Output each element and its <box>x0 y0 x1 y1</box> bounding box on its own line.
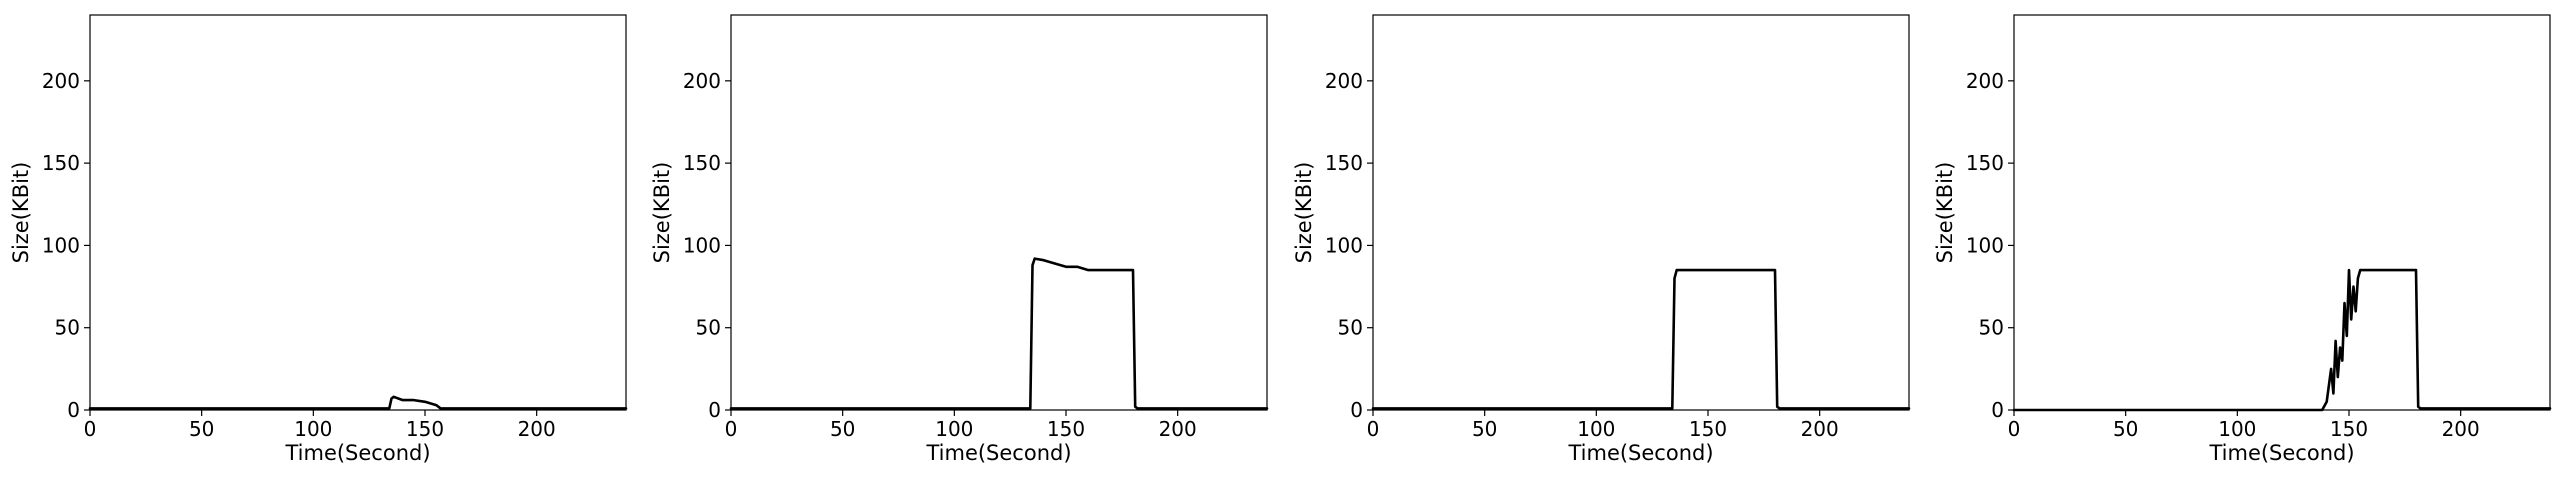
plot-frame <box>2013 14 2551 411</box>
x-tick-label: 0 <box>1367 417 1380 441</box>
y-axis-label: Size(KBit) <box>1292 162 1316 264</box>
y-tick-label: 50 <box>696 316 721 340</box>
plot-frame <box>89 14 627 411</box>
series-line-1 <box>88 395 628 410</box>
y-tick-label: 50 <box>1338 316 1363 340</box>
chart-panel-4: 0 50 100 150 200 0 50 100 150 200 Time(Second) Size… <box>1933 14 2552 465</box>
y-tick-label: 150 <box>42 151 80 175</box>
x-tick-label: 50 <box>830 417 855 441</box>
y-tick-label: 200 <box>1966 69 2004 93</box>
y-tick-label: 0 <box>708 398 721 422</box>
y-tick-label: 200 <box>1325 69 1363 93</box>
x-tick-label: 200 <box>2442 417 2480 441</box>
y-tick-label: 0 <box>1991 398 2004 422</box>
x-tick-label: 50 <box>1472 417 1497 441</box>
chart-panel-1: 0 50 100 150 200 0 50 100 150 200 Time(Second) Size… <box>9 14 628 465</box>
x-tick-label: 200 <box>518 417 556 441</box>
plot-frame <box>730 14 1268 411</box>
x-tick-label: 200 <box>1159 417 1197 441</box>
plot-frame <box>1372 14 1910 411</box>
x-tick-label: 100 <box>1577 417 1615 441</box>
chart-panel-2: 0 50 100 150 200 0 50 100 150 200 Time(Second) Size… <box>650 14 1269 465</box>
x-axis-label: Time(Second) <box>284 441 430 465</box>
series-line-1 <box>2012 268 2552 412</box>
x-tick-label: 150 <box>2330 417 2368 441</box>
x-tick-label: 150 <box>406 417 444 441</box>
y-axis-label: Size(KBit) <box>9 162 33 264</box>
x-tick-label: 100 <box>935 417 973 441</box>
x-axis-label: Time(Second) <box>925 441 1071 465</box>
y-tick-label: 200 <box>42 69 80 93</box>
y-tick-label: 100 <box>1325 233 1363 257</box>
y-tick-label: 150 <box>683 151 721 175</box>
y-tick-label: 50 <box>1979 316 2004 340</box>
chart-panel-3: 0 50 100 150 200 0 50 100 150 200 Time(Second) Size… <box>1292 14 1911 465</box>
y-tick-label: 50 <box>55 316 80 340</box>
x-tick-label: 150 <box>1047 417 1085 441</box>
y-tick-label: 100 <box>1966 233 2004 257</box>
y-tick-label: 0 <box>1350 398 1363 422</box>
y-axis-label: Size(KBit) <box>1933 162 1957 264</box>
x-tick-label: 0 <box>2008 417 2021 441</box>
y-tick-label: 100 <box>683 233 721 257</box>
y-tick-label: 100 <box>42 233 80 257</box>
x-axis-label: Time(Second) <box>2208 441 2354 465</box>
x-tick-label: 100 <box>294 417 332 441</box>
series-line-1 <box>729 257 1269 410</box>
y-tick-label: 150 <box>1966 151 2004 175</box>
y-tick-label: 200 <box>683 69 721 93</box>
x-axis-label: Time(Second) <box>1567 441 1713 465</box>
x-tick-label: 150 <box>1689 417 1727 441</box>
series-line-1 <box>1371 268 1911 410</box>
y-tick-label: 0 <box>67 398 80 422</box>
x-tick-label: 100 <box>2218 417 2256 441</box>
x-tick-label: 200 <box>1801 417 1839 441</box>
x-tick-label: 50 <box>189 417 214 441</box>
y-tick-label: 150 <box>1325 151 1363 175</box>
x-tick-label: 0 <box>84 417 97 441</box>
x-tick-label: 50 <box>2113 417 2138 441</box>
x-tick-label: 0 <box>725 417 738 441</box>
y-axis-label: Size(KBit) <box>650 162 674 264</box>
